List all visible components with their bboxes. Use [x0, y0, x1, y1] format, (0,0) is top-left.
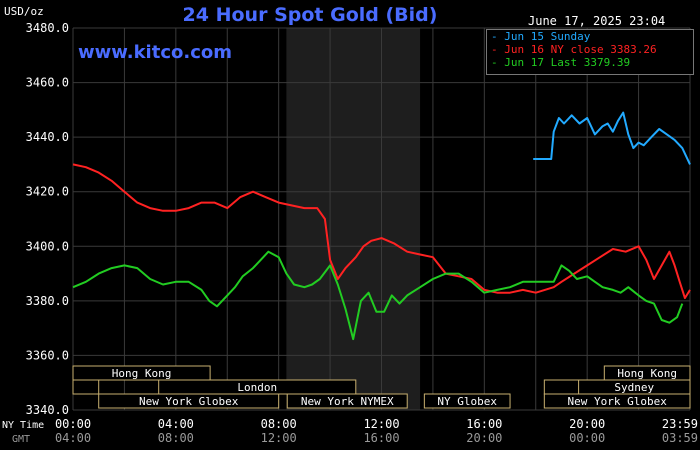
- session-box: [543, 393, 691, 409]
- y-tick-label: 3340.0: [26, 403, 69, 417]
- y-tick-label: 3420.0: [26, 185, 69, 199]
- y-tick-label: 3480.0: [26, 21, 69, 35]
- session-label: New York Globex: [567, 395, 667, 408]
- session-box: [423, 393, 511, 409]
- x-tick-label-gmt: 12:00: [261, 431, 297, 445]
- session-label: Hong Kong: [617, 367, 677, 380]
- y-tick-label: 3380.0: [26, 294, 69, 308]
- session-label: Sydney: [614, 381, 654, 394]
- series-line-jun16: [72, 163, 691, 300]
- session-box: [72, 379, 100, 395]
- legend-item-jun16: - Jun 16 NY close 3383.26: [491, 43, 657, 56]
- legend-item-jun15: - Jun 15 Sunday: [491, 30, 591, 43]
- watermark: www.kitco.com: [78, 42, 232, 63]
- session-label: NY Globex: [437, 395, 497, 408]
- y-tick-label: 3400.0: [26, 239, 69, 253]
- x-tick-label-ny: 04:00: [158, 417, 194, 431]
- units-label: USD/oz: [4, 5, 44, 18]
- x-tick-label-ny: 20:00: [569, 417, 605, 431]
- chart-title: 24 Hour Spot Gold (Bid): [182, 4, 438, 26]
- x-tick-label-gmt: 20:00: [466, 431, 502, 445]
- x-tick-label-gmt: 16:00: [363, 431, 399, 445]
- y-tick-label: 3440.0: [26, 130, 69, 144]
- x-tick-label-ny: 23:59: [662, 417, 698, 431]
- series-line-jun17: [72, 250, 684, 341]
- y-tick-label: 3460.0: [26, 76, 69, 90]
- session-box: [98, 393, 280, 409]
- legend: - Jun 15 Sunday - Jun 16 NY close 3383.2…: [486, 29, 694, 75]
- x-tick-label-gmt: 00:00: [569, 431, 605, 445]
- x-tick-label-gmt: 03:59: [662, 431, 698, 445]
- x-tick-label-ny: 08:00: [261, 417, 297, 431]
- session-label: London: [237, 381, 277, 394]
- x-tick-label-ny: 00:00: [55, 417, 91, 431]
- ny-time-label: NY Time: [2, 420, 44, 431]
- legend-item-jun17: - Jun 17 Last 3379.39: [491, 56, 631, 69]
- x-tick-label-ny: 16:00: [466, 417, 502, 431]
- session-label: Hong Kong: [112, 367, 172, 380]
- session-label: New York Globex: [139, 395, 239, 408]
- gmt-label: GMT: [12, 434, 30, 445]
- session-box: [286, 393, 408, 409]
- x-tick-label-ny: 12:00: [363, 417, 399, 431]
- session-box: [72, 365, 211, 381]
- series-line-jun15: [533, 111, 691, 165]
- nymex-shading: [286, 28, 421, 410]
- timestamp: June 17, 2025 23:04: [528, 14, 666, 28]
- y-tick-label: 3360.0: [26, 348, 69, 362]
- session-label: New York NYMEX: [301, 395, 394, 408]
- x-tick-label-gmt: 08:00: [158, 431, 194, 445]
- x-tick-label-gmt: 04:00: [55, 431, 91, 445]
